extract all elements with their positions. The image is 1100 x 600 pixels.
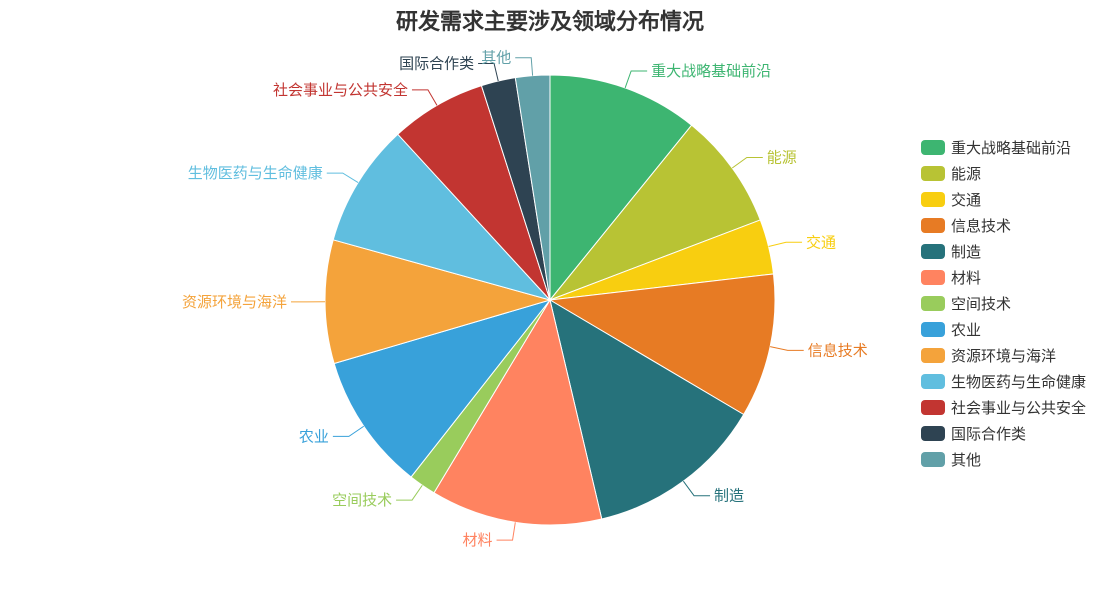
legend-label: 信息技术 xyxy=(951,216,1012,235)
label-leader-line xyxy=(770,346,804,351)
slice-label: 制造 xyxy=(714,487,744,505)
label-leader-line xyxy=(332,425,365,437)
legend-swatch xyxy=(921,243,945,259)
legend-label: 交通 xyxy=(951,190,982,209)
slice-label: 社会事业与公共安全 xyxy=(273,81,408,99)
legend-label: 材料 xyxy=(951,268,982,287)
legend-swatch xyxy=(921,399,945,415)
legend-item[interactable]: 资源环境与海洋 xyxy=(921,342,1086,368)
legend-label: 国际合作类 xyxy=(951,424,1027,443)
legend-label: 能源 xyxy=(951,164,982,183)
legend-label: 制造 xyxy=(951,242,982,261)
pie-slice[interactable] xyxy=(549,298,745,520)
legend-item[interactable]: 农业 xyxy=(921,316,1086,342)
label-leader-line xyxy=(496,522,516,541)
slice-label: 其他 xyxy=(481,49,511,67)
label-leader-line xyxy=(682,480,711,497)
pie-slice[interactable] xyxy=(324,239,552,365)
legend-swatch xyxy=(921,295,945,311)
legend-swatch xyxy=(921,269,945,285)
slice-label: 资源环境与海洋 xyxy=(182,293,287,311)
legend-label: 生物医药与生命健康 xyxy=(951,372,1087,391)
legend-swatch xyxy=(921,321,945,337)
legend-swatch xyxy=(921,165,945,181)
legend-swatch xyxy=(921,373,945,389)
legend-swatch xyxy=(921,139,945,155)
legend-label: 重大战略基础前沿 xyxy=(951,138,1072,157)
legend-item[interactable]: 交通 xyxy=(921,186,1086,212)
label-leader-line xyxy=(396,484,423,501)
legend-item[interactable]: 生物医药与生命健康 xyxy=(921,368,1086,394)
legend-swatch xyxy=(921,217,945,233)
label-leader-line xyxy=(731,156,763,169)
legend-label: 资源环境与海洋 xyxy=(951,346,1057,365)
legend-swatch xyxy=(921,191,945,207)
slice-label: 信息技术 xyxy=(808,341,868,359)
legend-item[interactable]: 信息技术 xyxy=(921,212,1086,238)
legend-item[interactable]: 材料 xyxy=(921,264,1086,290)
slice-label: 交通 xyxy=(806,233,836,251)
legend-item[interactable]: 其他 xyxy=(921,446,1086,472)
legend-swatch xyxy=(921,347,945,363)
legend-label: 农业 xyxy=(951,320,982,339)
legend-item[interactable]: 空间技术 xyxy=(921,290,1086,316)
slice-label: 生物医药与生命健康 xyxy=(188,164,323,182)
legend-label: 空间技术 xyxy=(951,294,1012,313)
label-leader-line xyxy=(478,63,499,82)
legend-item[interactable]: 国际合作类 xyxy=(921,420,1086,446)
chart-title: 研发需求主要涉及领域分布情况 xyxy=(395,10,704,35)
label-leader-line xyxy=(624,70,648,89)
label-leader-line xyxy=(515,57,534,76)
slice-label: 能源 xyxy=(767,148,797,166)
legend-item[interactable]: 重大战略基础前沿 xyxy=(921,134,1086,160)
legend-label: 其他 xyxy=(951,450,982,469)
pie-slice[interactable] xyxy=(549,74,693,302)
pie-slice[interactable] xyxy=(333,299,552,478)
pie-slice[interactable] xyxy=(548,124,761,302)
legend-label: 社会事业与公共安全 xyxy=(951,398,1087,417)
slice-label: 国际合作类 xyxy=(399,55,474,73)
legend-item[interactable]: 能源 xyxy=(921,160,1086,186)
slice-label: 材料 xyxy=(463,531,493,549)
label-leader-line xyxy=(326,172,359,183)
slice-label: 农业 xyxy=(299,427,329,445)
legend-swatch xyxy=(921,451,945,467)
label-leader-line xyxy=(768,241,803,248)
label-leader-line xyxy=(411,89,438,106)
chart-legend: 重大战略基础前沿 能源交通信息技术制造材料空间技术农业资源环境与海洋生物医药与生命… xyxy=(921,134,1086,472)
slice-label: 空间技术 xyxy=(332,491,392,509)
legend-item[interactable]: 制造 xyxy=(921,238,1086,264)
pie-slice[interactable] xyxy=(332,133,552,301)
legend-item[interactable]: 社会事业与公共安全 xyxy=(921,394,1086,420)
legend-swatch xyxy=(921,425,945,441)
slice-label: 重大战略基础前沿 xyxy=(651,62,771,80)
